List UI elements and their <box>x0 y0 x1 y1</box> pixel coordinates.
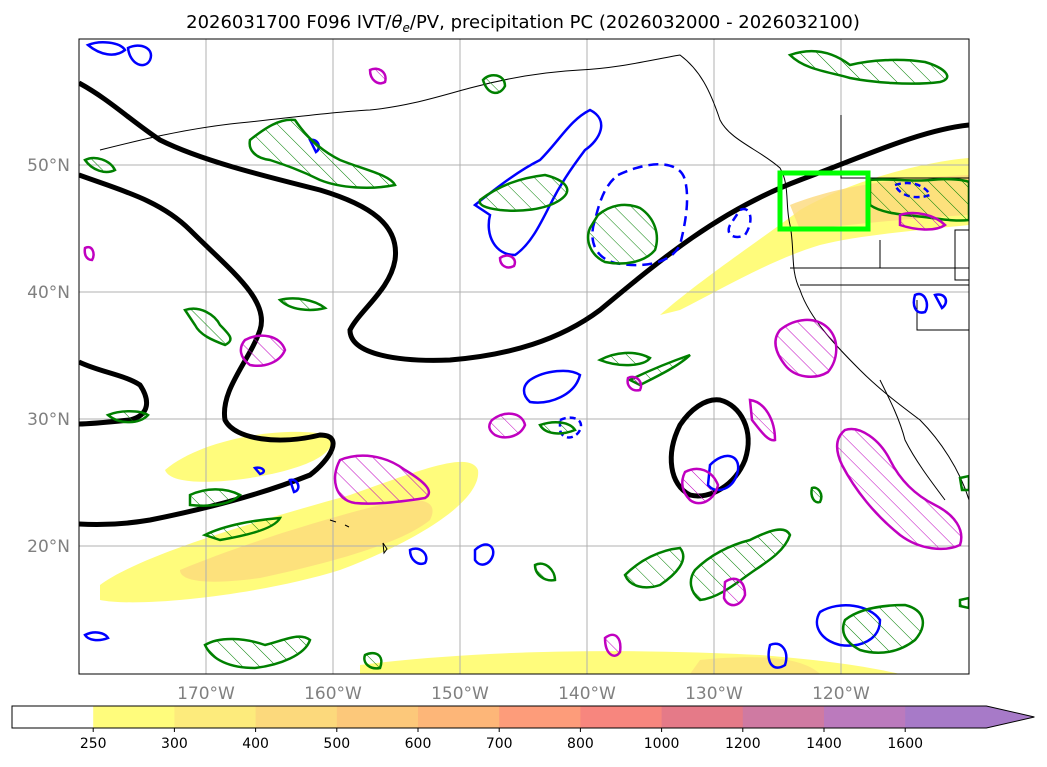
colorbar-tick-label: 250 <box>80 736 107 752</box>
colorbar-tick-label: 700 <box>486 736 513 752</box>
lon-label: 130°W <box>685 684 743 704</box>
colorbar-tick-label: 1200 <box>725 736 761 752</box>
colorbar-segment <box>499 706 581 728</box>
colorbar-segment <box>580 706 663 728</box>
colorbar: 250 300 400 500 600 700 800 1000 1200 1400 1600 <box>11 705 1035 752</box>
colorbar-outline <box>11 705 1035 729</box>
colorbar-segment <box>174 706 257 728</box>
lat-label: 50°N <box>27 156 70 176</box>
chart-title: 2026031700 F096 IVT/θe/PV, precipitation… <box>186 12 860 35</box>
gridlines <box>79 39 969 674</box>
colorbar-segment <box>336 706 419 728</box>
colorbar-tick-label: 400 <box>242 736 269 752</box>
colorbar-segment <box>742 706 825 728</box>
lat-label: 20°N <box>27 537 70 557</box>
lon-label: 170°W <box>177 684 235 704</box>
title-suffix: /PV, precipitation PC (2026032000 - 2026… <box>410 12 860 33</box>
colorbar-tick-label: 1000 <box>644 736 680 752</box>
colorbar-tick-label: 300 <box>161 736 188 752</box>
lon-label: 120°W <box>812 684 870 704</box>
lat-labels: 50°N 40°N 30°N 20°N <box>27 156 70 557</box>
colorbar-segment <box>418 706 500 728</box>
lat-label: 40°N <box>27 283 70 303</box>
colorbar-extend-arrow <box>986 706 1035 728</box>
title-prefix: 2026031700 F096 IVT/ <box>186 12 392 33</box>
precip-negative-contours <box>83 67 963 657</box>
colorbar-segment <box>824 706 906 728</box>
colorbar-segment <box>12 706 94 728</box>
colorbar-tick-label: 600 <box>405 736 432 752</box>
colorbar-tick-label: 800 <box>567 736 594 752</box>
lon-labels: 170°W 160°W 150°W 140°W 130°W 120°W <box>177 684 870 704</box>
lat-label: 30°N <box>27 410 70 430</box>
ivt-shading <box>100 158 969 674</box>
title-theta: θ <box>391 12 402 33</box>
colorbar-segment <box>905 706 987 728</box>
coastlines <box>99 54 969 555</box>
colorbar-tick-label: 1600 <box>887 736 923 752</box>
colorbar-segment <box>661 706 744 728</box>
map-frame <box>78 38 970 675</box>
highlight-box <box>777 170 871 232</box>
lon-label: 140°W <box>558 684 616 704</box>
precip-positive-contours <box>83 49 969 670</box>
title-subscript: e <box>403 21 410 35</box>
lon-label: 160°W <box>304 684 362 704</box>
colorbar-tick-label: 500 <box>323 736 350 752</box>
map-panel <box>79 39 969 674</box>
lon-label: 150°W <box>431 684 489 704</box>
colorbar-segment <box>255 706 338 728</box>
colorbar-segment <box>93 706 175 728</box>
colorbar-tick-label: 1400 <box>806 736 842 752</box>
